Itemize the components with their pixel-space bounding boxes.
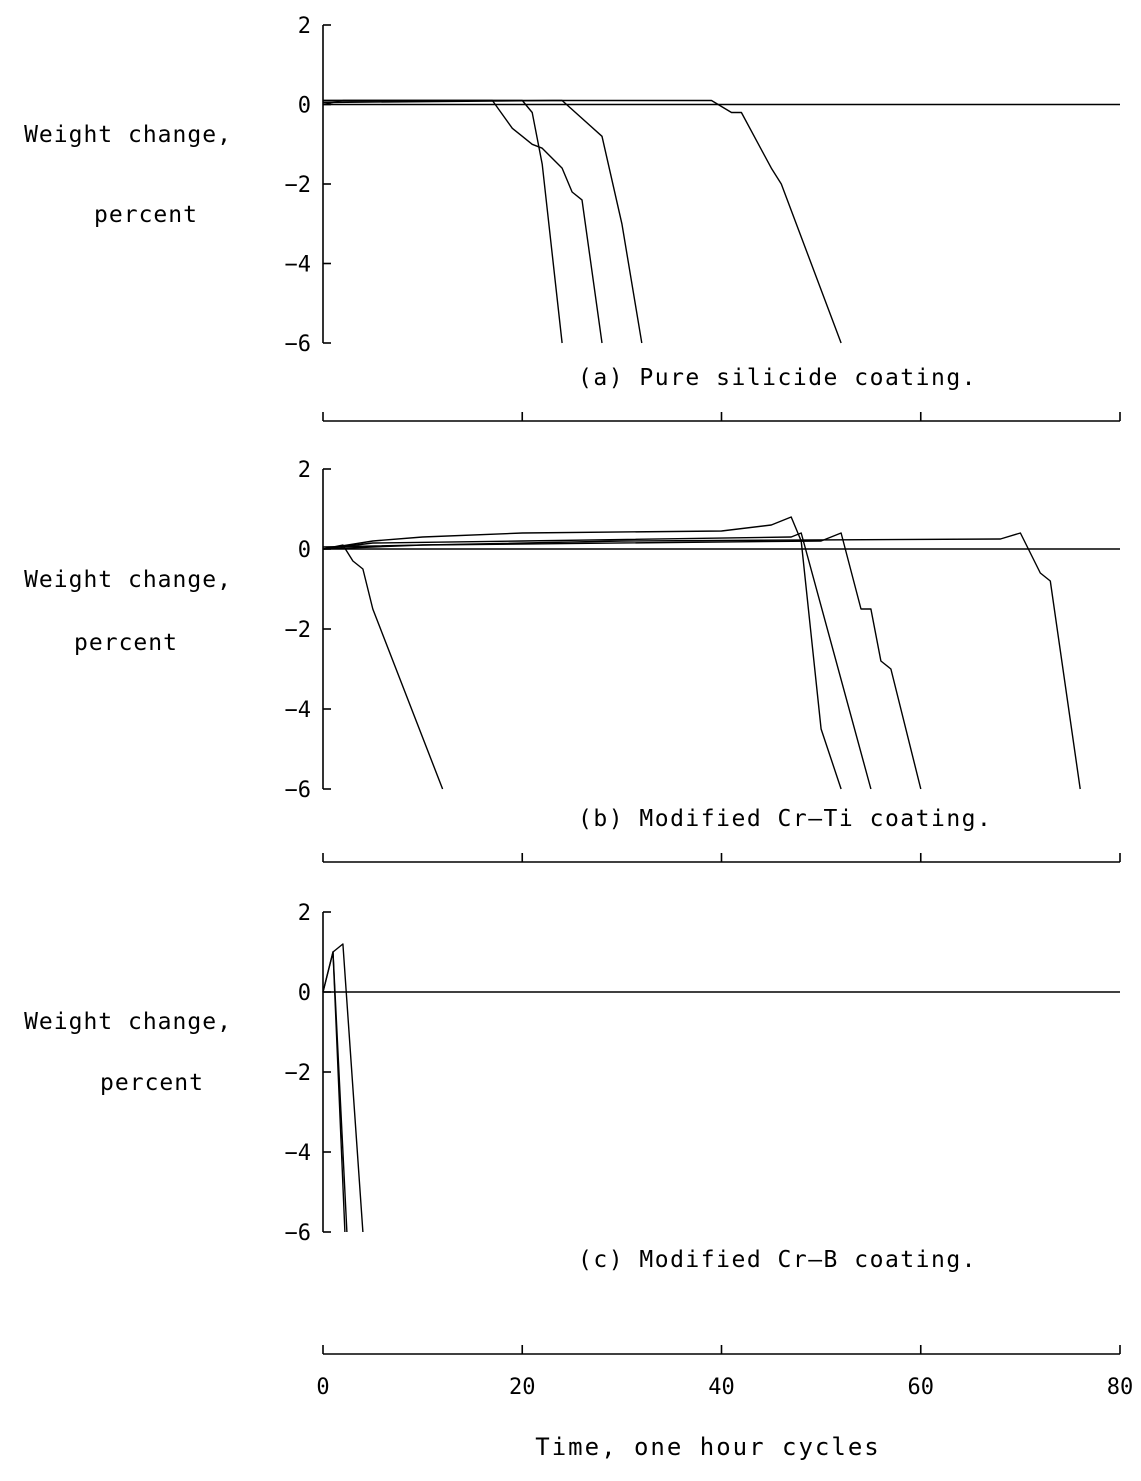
y-axis-label-line2: percent [100, 1070, 204, 1096]
x-tick-label: 80 [1107, 1375, 1134, 1400]
x-tick-label: 0 [316, 1375, 329, 1400]
y-tick-label: −4 [285, 1141, 312, 1166]
y-tick-label: −2 [285, 173, 312, 198]
panel-a: Weight change, percent (a) Pure silicide… [24, 14, 1121, 422]
y-tick-label: 0 [298, 538, 311, 563]
panel-caption: (b) Modified Cr—Ti coating. [578, 806, 992, 832]
series-line-2 [322, 516, 842, 790]
series-line-5 [322, 532, 1081, 790]
panel-caption: (a) Pure silicide coating. [578, 365, 977, 391]
y-axis-label-line1: Weight change, [24, 122, 232, 148]
y-tick-label: −4 [285, 698, 312, 723]
y-tick-label: 2 [298, 458, 311, 483]
y-tick-label: 0 [298, 981, 311, 1006]
panel-c: Weight change, percent (c) Modified Cr—B… [24, 901, 1133, 1461]
y-tick-label: −6 [285, 778, 312, 803]
series-line-4 [323, 99, 842, 344]
series-line-1 [322, 951, 346, 1233]
y-tick-label: −6 [285, 332, 312, 357]
panel-caption: (c) Modified Cr—B coating. [578, 1247, 977, 1273]
series-line-1 [322, 99, 603, 344]
y-tick-label: −2 [285, 618, 312, 643]
series-line-3 [322, 532, 872, 790]
y-axis-label-line1: Weight change, [24, 567, 232, 593]
y-axis-label-line2: percent [94, 202, 198, 228]
series-line-3 [322, 99, 643, 344]
y-tick-label: −4 [285, 253, 312, 278]
series-line-3 [332, 943, 364, 1233]
series-line-1 [322, 544, 444, 790]
y-tick-label: −6 [285, 1221, 312, 1246]
x-axis-title: Time, one hour cycles [535, 1433, 880, 1461]
x-tick-label: 60 [908, 1375, 935, 1400]
y-tick-label: 2 [298, 901, 311, 926]
x-tick-label: 40 [708, 1375, 735, 1400]
series-line-4 [322, 532, 922, 790]
y-axis-label-line1: Weight change, [24, 1009, 232, 1035]
y-tick-label: 2 [298, 14, 311, 39]
x-tick-label: 20 [509, 1375, 536, 1400]
y-tick-label: 0 [298, 94, 311, 119]
y-axis-label-line2: percent [74, 630, 178, 656]
panel-b: Weight change, percent (b) Modified Cr—T… [24, 458, 1121, 863]
y-tick-label: −2 [285, 1061, 312, 1086]
series-line-2 [323, 99, 563, 344]
